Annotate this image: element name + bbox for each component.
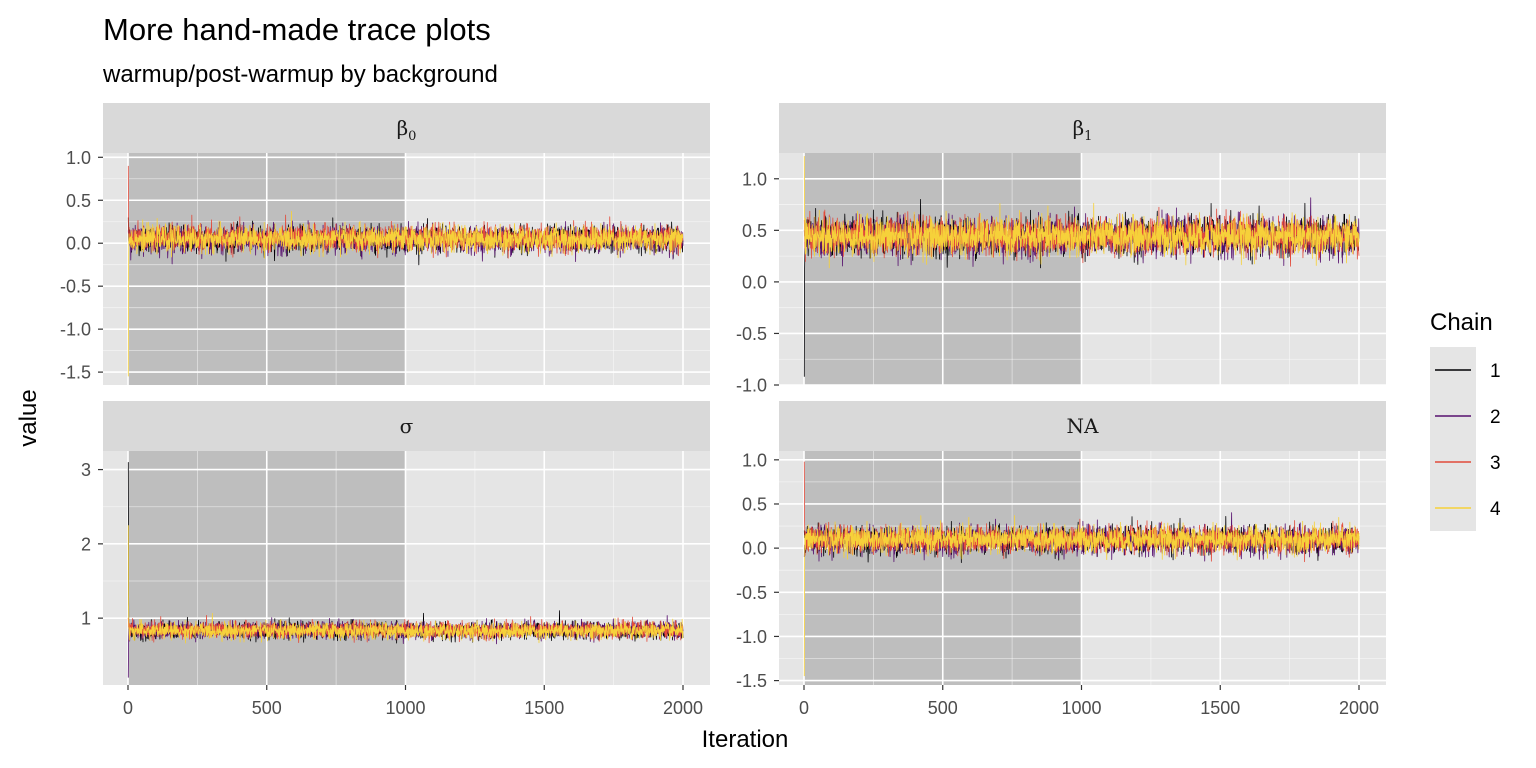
y-tick-label: 0.0 — [742, 539, 767, 559]
trace-line-chain-4 — [803, 515, 1360, 677]
y-tick-label: 1.0 — [742, 169, 767, 189]
legend-label: 1 — [1490, 361, 1501, 382]
y-tick-label: -1.5 — [60, 363, 91, 383]
x-tick-label: 1000 — [1061, 698, 1101, 718]
y-tick-label: 2 — [81, 534, 91, 554]
y-tick-label: 0.0 — [66, 234, 91, 254]
x-tick-label: 0 — [123, 698, 133, 718]
y-tick-label: -0.5 — [60, 277, 91, 297]
y-tick-label: -1.0 — [60, 320, 91, 340]
x-tick-label: 1500 — [1200, 698, 1240, 718]
facet-panel: NA 1.0 0.5 0.0 -0.5 -1.0 -1.5 0 500 1000 1500 2000 — [736, 401, 1386, 718]
facet-panel: σ 3 2 1 0 500 1000 1500 2000 — [81, 401, 710, 718]
x-tick-label: 1000 — [385, 698, 425, 718]
y-tick-label: 1 — [81, 609, 91, 629]
facet-strip-label: β0 — [397, 116, 417, 144]
chart-title: More hand-made trace plots — [103, 12, 491, 47]
trace-line-chain-4 — [127, 525, 684, 644]
legend-label: 3 — [1490, 453, 1501, 474]
facet-panel: β1 1.0 0.5 0.0 -0.5 -1.0 — [736, 103, 1386, 396]
facet-strip-label: σ — [400, 414, 414, 438]
facet-strip-background — [103, 103, 710, 153]
legend: Chain 1 2 3 4 — [1430, 309, 1501, 531]
facet-panels: β0 1.0 0.5 0.0 -0.5 -1.0 -1.5 β1 1.0 0.5 0.0 -0.5 -1… — [60, 103, 1386, 718]
trace-group — [127, 165, 684, 377]
facet-panel: β0 1.0 0.5 0.0 -0.5 -1.0 -1.5 — [60, 103, 710, 385]
y-tick-label: -1.5 — [736, 671, 767, 691]
trace-line-chain-4 — [803, 156, 1360, 269]
x-tick-label: 2000 — [1339, 698, 1379, 718]
x-axis-label: Iteration — [702, 726, 789, 753]
facet-strip-background — [779, 401, 1386, 451]
y-tick-label: 0.0 — [742, 272, 767, 292]
x-tick-label: 2000 — [663, 698, 703, 718]
x-tick-label: 1500 — [524, 698, 564, 718]
trace-line-chain-4 — [127, 210, 684, 377]
legend-label: 4 — [1490, 499, 1501, 520]
y-tick-label: 3 — [81, 460, 91, 480]
x-tick-label: 500 — [928, 698, 958, 718]
y-tick-label: 0.5 — [742, 221, 767, 241]
x-tick-label: 500 — [252, 698, 282, 718]
legend-title: Chain — [1430, 309, 1493, 336]
y-tick-label: 1.0 — [742, 450, 767, 470]
x-tick-label: 0 — [799, 698, 809, 718]
trace-group — [803, 461, 1360, 677]
y-tick-label: -1.0 — [736, 376, 767, 396]
y-tick-label: 1.0 — [66, 148, 91, 168]
legend-label: 2 — [1490, 407, 1501, 428]
facet-strip-background — [779, 103, 1386, 153]
facet-strip-label: NA — [1067, 414, 1100, 438]
facet-strip-background — [103, 401, 710, 451]
chart-subtitle: warmup/post-warmup by background — [102, 61, 498, 88]
y-tick-label: -0.5 — [736, 324, 767, 344]
trace-group — [803, 156, 1360, 377]
y-tick-label: 0.5 — [742, 494, 767, 514]
y-tick-label: 0.5 — [66, 191, 91, 211]
y-tick-label: -1.0 — [736, 627, 767, 647]
trace-group — [127, 462, 684, 678]
facet-strip-label: β1 — [1073, 116, 1093, 144]
y-tick-label: -0.5 — [736, 583, 767, 603]
y-axis-label: value — [15, 389, 42, 446]
